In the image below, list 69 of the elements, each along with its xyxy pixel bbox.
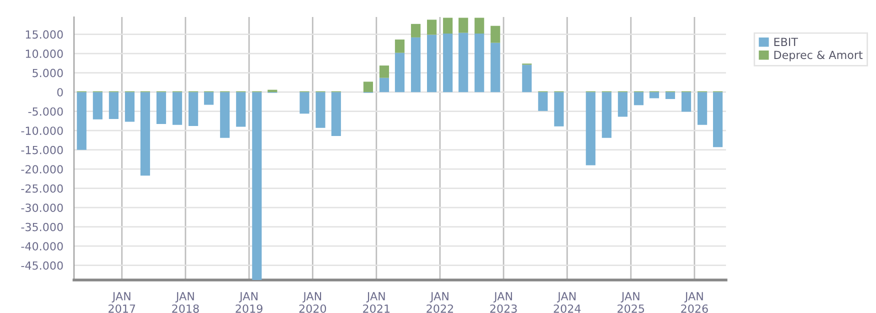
bar [602, 92, 612, 138]
y-tick-label: -10.000 [21, 126, 63, 135]
bar [188, 92, 198, 126]
bar [443, 18, 453, 34]
x-tick-label: JAN 2023 [490, 292, 517, 313]
bar [554, 92, 564, 126]
bar [394, 40, 405, 53]
bar [474, 34, 484, 92]
bar [427, 34, 437, 92]
bar [522, 64, 532, 92]
y-tick-label: -15.000 [21, 146, 63, 154]
bar [618, 92, 628, 117]
bar [220, 92, 230, 138]
bar [92, 92, 102, 120]
y-tick-label: 5.000 [32, 68, 63, 78]
bar [586, 92, 596, 166]
bar [474, 18, 484, 34]
bar [649, 92, 660, 98]
x-tick-label: JAN 2025 [618, 292, 644, 313]
bar [458, 32, 468, 92]
bar [379, 66, 390, 78]
y-tick-label: 15.000 [26, 30, 63, 39]
x-tick-label: JAN 2022 [426, 292, 453, 313]
bar [665, 92, 676, 100]
y-tick-label: -45.000 [21, 261, 63, 270]
y-tick-label: -30.000 [21, 204, 63, 212]
bar [713, 92, 723, 148]
bar [363, 82, 373, 92]
x-tick-label: JAN 2024 [554, 292, 581, 313]
bar [458, 18, 468, 33]
bar [443, 34, 453, 92]
bar [410, 24, 421, 38]
x-tick-label: JAN 2021 [363, 292, 390, 313]
bar [698, 92, 708, 125]
bar [172, 92, 182, 125]
x-tick-label: JAN 2019 [236, 292, 262, 313]
y-tick-label: -40.000 [21, 242, 63, 250]
bar [236, 92, 246, 127]
bar [156, 92, 166, 124]
bar [124, 92, 135, 122]
bar [252, 92, 262, 280]
y-tick-label: -25.000 [21, 184, 63, 193]
bar [538, 92, 548, 111]
legend-label: Deprec & Amort [774, 50, 863, 62]
x-tick-label: JAN 2026 [681, 292, 708, 313]
bar [331, 92, 341, 136]
y-tick-label: 0 [57, 88, 63, 96]
bar [140, 92, 150, 176]
legend-label: EBIT [774, 38, 798, 46]
bar [379, 78, 390, 92]
x-tick-label: JAN 2020 [299, 292, 326, 313]
bar [300, 92, 310, 114]
bar [394, 52, 405, 92]
bar [490, 26, 500, 43]
bar [108, 92, 119, 120]
y-tick-label: 10.000 [26, 50, 63, 58]
bar [76, 92, 86, 150]
y-tick-label: -20.000 [21, 165, 63, 174]
bar [316, 92, 326, 128]
bar [204, 92, 214, 105]
bar [490, 42, 500, 92]
bar [681, 92, 692, 112]
x-tick-label: JAN 2018 [172, 292, 199, 313]
y-tick-label: -5.000 [28, 107, 63, 116]
y-tick-label: -35.000 [21, 222, 63, 232]
bar [410, 37, 421, 92]
bar [634, 92, 644, 106]
x-tick-label: JAN 2017 [108, 292, 136, 313]
bar [427, 20, 437, 35]
